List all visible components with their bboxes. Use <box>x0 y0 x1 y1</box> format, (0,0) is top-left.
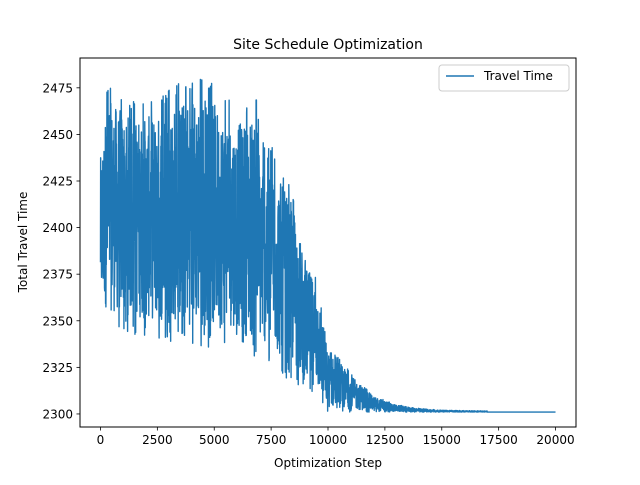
y-tick-label: 2450 <box>42 128 73 142</box>
x-tick-label: 0 <box>97 433 105 447</box>
x-tick-label: 7500 <box>256 433 287 447</box>
x-axis: 0 2500 5000 7500 10000 12500 15000 17500 20000 <box>97 427 575 447</box>
y-tick-label: 2475 <box>42 81 73 95</box>
plot-area <box>99 78 557 413</box>
legend-label: Travel Time <box>483 69 553 83</box>
y-tick-label: 2325 <box>42 361 73 375</box>
y-axis-label: Total Travel Time <box>16 192 30 294</box>
x-tick-label: 5000 <box>199 433 230 447</box>
x-tick-label: 2500 <box>142 433 173 447</box>
legend-box <box>438 64 570 92</box>
y-tick-label: 2375 <box>42 268 73 282</box>
y-tick-label: 2400 <box>42 221 73 235</box>
x-tick-label: 12500 <box>366 433 404 447</box>
series-group <box>99 78 557 413</box>
x-tick-label: 20000 <box>536 433 574 447</box>
legend: Travel Time <box>438 64 570 92</box>
y-tick-label: 2425 <box>42 175 73 189</box>
chart-title: Site Schedule Optimization <box>233 37 423 53</box>
y-tick-label: 2300 <box>42 407 73 421</box>
y-tick-label: 2350 <box>42 314 73 328</box>
x-axis-label: Optimization Step <box>274 456 382 470</box>
series-line-travel-time <box>99 78 557 413</box>
y-axis: 2300 2325 2350 2375 2400 2425 2450 2475 <box>42 81 80 421</box>
x-tick-label: 10000 <box>309 433 347 447</box>
x-tick-label: 15000 <box>423 433 461 447</box>
x-tick-label: 17500 <box>480 433 518 447</box>
